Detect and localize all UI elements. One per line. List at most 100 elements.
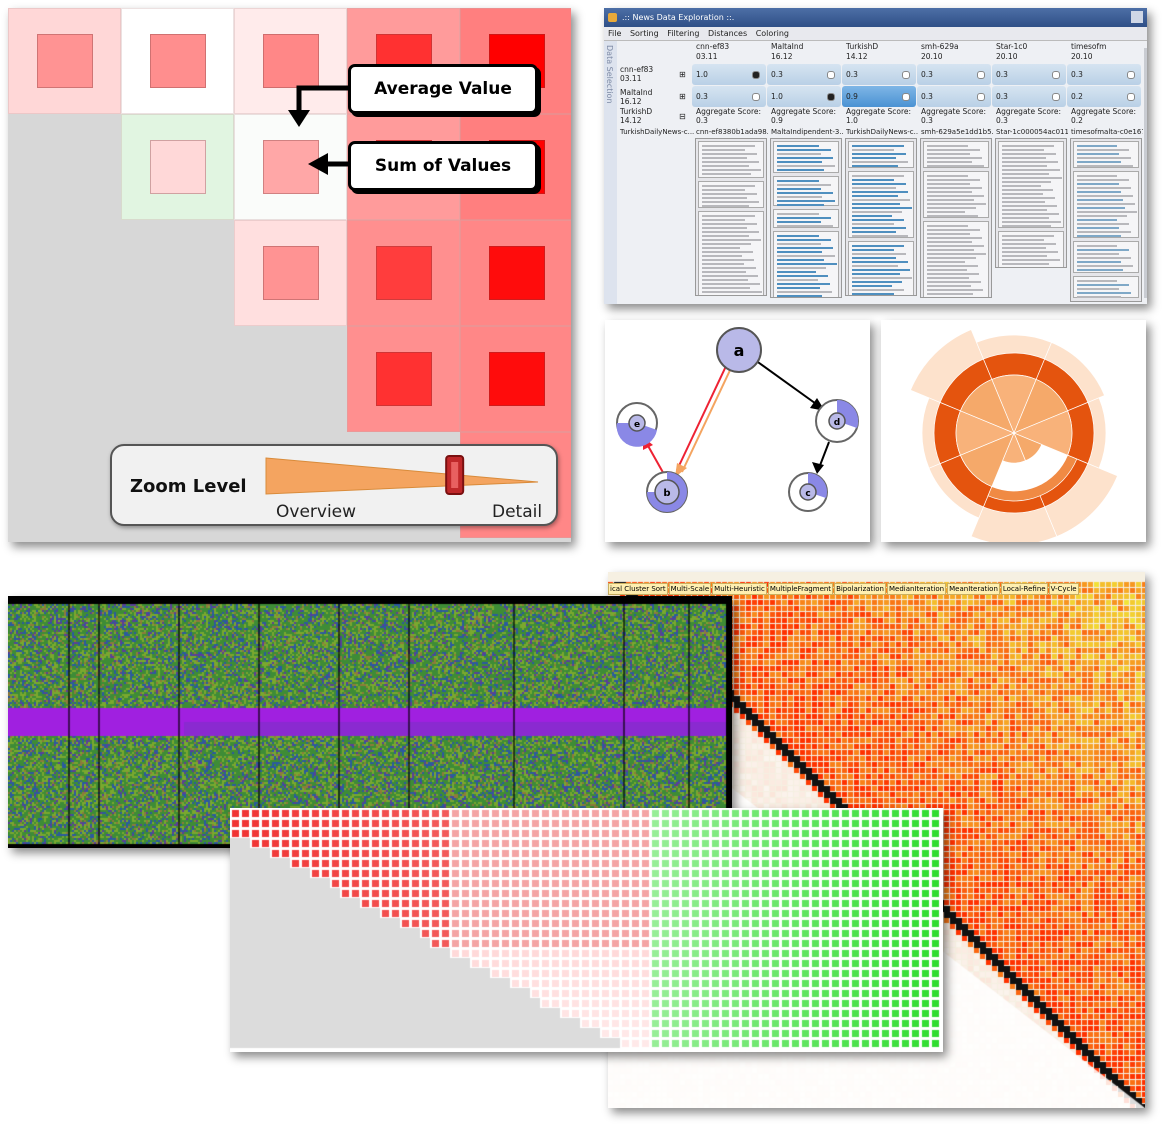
selection-dot-icon [827, 93, 835, 101]
value-cell[interactable]: 0.3 [692, 86, 766, 107]
matrix-cell[interactable] [347, 220, 460, 326]
expand-row-0-icon[interactable]: ⊞ [679, 70, 686, 79]
document-block[interactable] [923, 171, 989, 218]
text-line [852, 245, 905, 247]
menu-distances[interactable]: Distances [708, 29, 748, 38]
document-block[interactable] [923, 221, 989, 297]
matrix-cell-value [263, 34, 319, 88]
document-title: Star-1c000054ac011... [996, 128, 1068, 136]
sunburst-inner-segment[interactable] [959, 378, 1015, 434]
sort-algorithm-button[interactable]: Local-Refine [1000, 583, 1048, 595]
text-line [927, 273, 980, 275]
node-e[interactable] [628, 414, 646, 432]
matrix-cell[interactable] [121, 114, 234, 220]
text-line [777, 184, 831, 186]
text-line [852, 157, 897, 159]
value-cell[interactable]: 0.3 [842, 64, 916, 85]
document-block[interactable] [698, 181, 764, 208]
matrix-cell[interactable] [460, 326, 571, 432]
sort-algorithm-button[interactable]: Multi-Scale [668, 583, 712, 595]
text-line [702, 275, 759, 277]
zoom-slider[interactable] [264, 454, 542, 496]
text-line [777, 169, 825, 171]
sort-algorithm-button[interactable]: Bipolarization [834, 583, 886, 595]
edge-a-b [676, 363, 728, 471]
document-block[interactable] [773, 209, 839, 228]
sort-algorithm-button[interactable]: Multi-Heuristic [712, 583, 767, 595]
node-c[interactable] [799, 483, 817, 501]
document-block[interactable] [1073, 141, 1139, 168]
value-cell[interactable]: 0.3 [992, 64, 1066, 85]
matrix-cell[interactable] [234, 220, 347, 326]
sort-algorithm-button[interactable]: MultipleFragment [767, 583, 834, 595]
node-b[interactable] [654, 479, 680, 505]
value-cell[interactable]: 0.9 [842, 86, 916, 107]
value-cell[interactable]: 1.0 [692, 64, 766, 85]
document-block[interactable] [1073, 241, 1139, 273]
node-a[interactable] [716, 327, 762, 373]
document-block[interactable] [1073, 276, 1139, 298]
document-title: cnn-ef8380b1ada98... [696, 128, 768, 136]
document-block[interactable] [848, 141, 914, 168]
document-block[interactable] [1073, 171, 1139, 238]
document-block[interactable] [998, 141, 1064, 228]
average-arrowhead-icon [288, 110, 310, 127]
collapse-row-2-icon[interactable]: ⊟ [679, 112, 686, 121]
matrix-cell[interactable] [8, 8, 121, 114]
sort-algorithm-button[interactable]: MeanIteration [947, 583, 1000, 595]
document-block[interactable] [773, 231, 839, 297]
menu-filtering[interactable]: Filtering [667, 29, 700, 38]
document-block[interactable] [698, 211, 764, 295]
document-block[interactable] [698, 141, 764, 178]
matrix-cell[interactable] [347, 326, 460, 432]
sort-algorithm-button[interactable]: MedianIteration [886, 583, 947, 595]
aggregate-score: Aggregate Score: 1.0 [846, 107, 912, 125]
sum-arrowhead-icon [308, 153, 328, 175]
matrix-cell[interactable] [234, 114, 347, 220]
matrix-cell[interactable] [460, 220, 571, 326]
menu-file[interactable]: File [608, 29, 622, 38]
matrix-cell[interactable] [121, 8, 234, 114]
column-header: TurkishD 14.12 [846, 42, 879, 61]
document-block[interactable] [848, 241, 914, 295]
text-line [702, 291, 763, 293]
value-cell[interactable]: 1.0 [767, 86, 841, 107]
node-b-label: b [663, 488, 670, 499]
document-block[interactable] [773, 176, 839, 206]
expand-row-1-icon[interactable]: ⊞ [679, 92, 686, 101]
document-block[interactable] [998, 231, 1064, 267]
text-line [1002, 255, 1048, 257]
value-cell[interactable]: 0.3 [917, 86, 991, 107]
text-line [1002, 177, 1062, 179]
text-line [852, 227, 906, 229]
data-selection-sidebar[interactable]: Data Selection [604, 41, 617, 304]
text-line [852, 223, 894, 225]
sort-algorithm-button[interactable]: ical Cluster Sort [608, 583, 668, 595]
text-line [702, 239, 761, 241]
value-cell[interactable]: 0.3 [1067, 64, 1141, 85]
node-d-label: d [834, 418, 840, 428]
window-close-icon[interactable] [1131, 11, 1143, 23]
column-header: timesofm 20.10 [1071, 42, 1107, 61]
value-cell[interactable]: 0.3 [992, 86, 1066, 107]
vertical-scrollbar[interactable] [1144, 48, 1147, 298]
text-line [777, 263, 837, 265]
document-lane [770, 138, 842, 298]
text-line [927, 277, 970, 279]
document-block[interactable] [848, 171, 914, 238]
node-d[interactable] [828, 412, 846, 430]
sunburst-highlight-segment[interactable] [987, 454, 1078, 502]
document-block[interactable] [923, 141, 989, 168]
matrix-cell[interactable] [234, 8, 347, 114]
value-cell[interactable]: 0.3 [917, 64, 991, 85]
menu-sorting[interactable]: Sorting [629, 29, 659, 38]
value-cell[interactable]: 0.2 [1067, 86, 1141, 107]
sort-algorithm-button[interactable]: V-Cycle [1048, 583, 1079, 595]
text-line [702, 173, 751, 175]
selection-dot-icon [752, 71, 760, 79]
menu-coloring[interactable]: Coloring [755, 29, 789, 38]
text-line [702, 223, 758, 225]
document-block[interactable] [773, 141, 839, 173]
text-line [927, 245, 984, 247]
value-cell[interactable]: 0.3 [767, 64, 841, 85]
